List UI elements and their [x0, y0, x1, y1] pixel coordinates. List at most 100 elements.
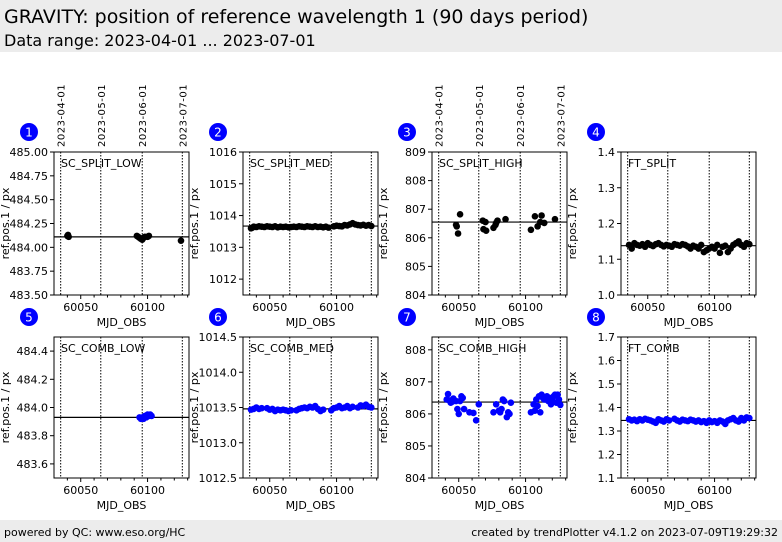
y-tick-label: 1012.5 — [199, 472, 238, 485]
panel-number-label: 2 — [214, 126, 222, 140]
y-tick-label: 806 — [405, 408, 426, 421]
data-point — [527, 226, 535, 234]
header: GRAVITY: position of reference wavelengt… — [0, 0, 782, 52]
data-point — [177, 237, 185, 244]
axes-frame — [53, 336, 190, 479]
panel-5: 5 483.6 483.8 484.0 484.2 484.4 60050 60100 MJD_… — [0, 308, 190, 512]
data-point — [534, 402, 541, 410]
data-point — [258, 404, 266, 412]
panel-label: SC_COMB_LOW — [61, 342, 145, 355]
y-tick-label: 808 — [405, 344, 426, 357]
y-tick-label: 1.5 — [598, 378, 616, 391]
footer-powered-by: powered by QC: www.eso.org/HC — [4, 526, 186, 539]
y-axis-label: ref.pos.1 / px — [566, 187, 579, 259]
data-point — [498, 405, 505, 413]
y-tick-label: 1.0 — [598, 289, 616, 302]
date-marker-label: 2023-06-01 — [516, 84, 527, 147]
y-axis-label: ref.pos.1 / px — [566, 371, 579, 443]
panel-number-badge — [398, 123, 416, 141]
data-point — [287, 407, 295, 414]
data-point — [148, 412, 155, 420]
panel-number-badge — [587, 308, 605, 326]
panel-3: 3 2023-04-01 2023-05-01 2023-06-01 2023-07-0… — [377, 84, 568, 329]
y-tick-label: 1016 — [209, 146, 237, 159]
data-point — [507, 399, 515, 406]
y-tick-label: 1.3 — [598, 425, 616, 438]
panel-number-label: 4 — [592, 126, 600, 140]
data-point — [500, 397, 508, 405]
x-axis-label: MJD_OBS — [664, 499, 714, 512]
data-point — [506, 410, 513, 418]
panel-number-label: 8 — [592, 311, 600, 325]
data-point — [459, 394, 467, 402]
x-axis-label: MJD_OBS — [286, 316, 336, 329]
x-tick-label: 60100 — [319, 484, 354, 497]
date-marker-label: 2023-04-01 — [435, 84, 446, 147]
y-axis-label: ref.pos.1 / px — [377, 187, 390, 259]
panel-label: SC_SPLIT_MED — [250, 157, 330, 170]
data-range-subtitle: Data range: 2023-04-01 ... 2023-07-01 — [4, 31, 316, 50]
y-tick-label: 1014.5 — [199, 331, 238, 344]
panel-label: FT_COMB — [628, 342, 680, 355]
data-point — [453, 223, 461, 230]
panel-4: 4 1.0 1.1 1.2 1.3 1.4 60050 60100 MJD_OBS ref.pos… — [566, 123, 757, 329]
y-tick-label: 1.6 — [598, 355, 616, 368]
y-tick-label: 484.00 — [10, 241, 49, 254]
x-axis-label: MJD_OBS — [97, 316, 147, 329]
data-point — [349, 403, 356, 411]
data-point — [551, 215, 559, 223]
footer: powered by QC: www.eso.org/HC created by… — [0, 520, 782, 542]
axes-frame — [620, 151, 757, 296]
data-point — [444, 390, 452, 398]
data-point — [746, 240, 753, 248]
panel-label: FT_SPLIT — [628, 157, 676, 170]
y-tick-label: 806 — [405, 232, 426, 245]
date-marker-label: 2023-07-01 — [178, 84, 189, 147]
y-tick-label: 1.7 — [598, 331, 616, 344]
y-tick-label: 1.1 — [598, 472, 616, 485]
data-point — [475, 400, 483, 408]
panel-number-label: 6 — [214, 311, 222, 325]
data-point — [145, 232, 153, 240]
panel-number-badge — [20, 308, 38, 326]
x-tick-label: 60050 — [63, 301, 98, 314]
y-tick-label: 1.4 — [598, 146, 616, 159]
data-point — [531, 213, 539, 220]
data-point — [557, 401, 564, 409]
x-axis-label: MJD_OBS — [286, 499, 336, 512]
y-tick-label: 1013.5 — [199, 402, 238, 415]
y-tick-label: 484.75 — [10, 170, 49, 183]
y-tick-label: 484.2 — [17, 373, 49, 386]
y-tick-label: 808 — [405, 175, 426, 188]
y-tick-label: 1.4 — [598, 402, 616, 415]
page-title: GRAVITY: position of reference wavelengt… — [4, 6, 589, 28]
y-tick-label: 804 — [405, 289, 426, 302]
y-tick-label: 483.50 — [10, 289, 49, 302]
date-marker-label: 2023-05-01 — [475, 84, 486, 147]
x-axis-label: MJD_OBS — [664, 316, 714, 329]
x-axis-label: MJD_OBS — [475, 316, 525, 329]
y-tick-label: 1.1 — [598, 253, 616, 266]
data-point — [713, 241, 721, 249]
data-point — [531, 407, 539, 415]
x-tick-label: 60100 — [130, 301, 165, 314]
data-point — [454, 230, 462, 237]
y-tick-label: 484.50 — [10, 194, 49, 207]
panel-number-badge — [209, 123, 227, 141]
data-point — [65, 233, 73, 241]
panel-1: 1 2023-04-01 2023-05-01 2023-06-01 2023-07-0… — [0, 84, 190, 329]
data-point — [472, 417, 480, 424]
panel-6: 6 1012.5 1013.0 1013.5 1014.0 1014.5 60050 6010… — [188, 308, 379, 512]
panel-label: SC_COMB_MED — [250, 342, 334, 355]
panel-number-badge — [20, 123, 38, 141]
x-tick-label: 60100 — [319, 301, 354, 314]
data-point — [628, 245, 635, 252]
x-tick-label: 60100 — [130, 484, 165, 497]
data-point — [721, 242, 729, 249]
y-tick-label: 1013 — [209, 241, 237, 254]
plots-grid: 1 2023-04-01 2023-05-01 2023-06-01 2023-07-0… — [0, 84, 757, 512]
data-point — [460, 405, 468, 413]
data-point — [697, 241, 705, 249]
y-tick-label: 483.6 — [17, 458, 49, 471]
